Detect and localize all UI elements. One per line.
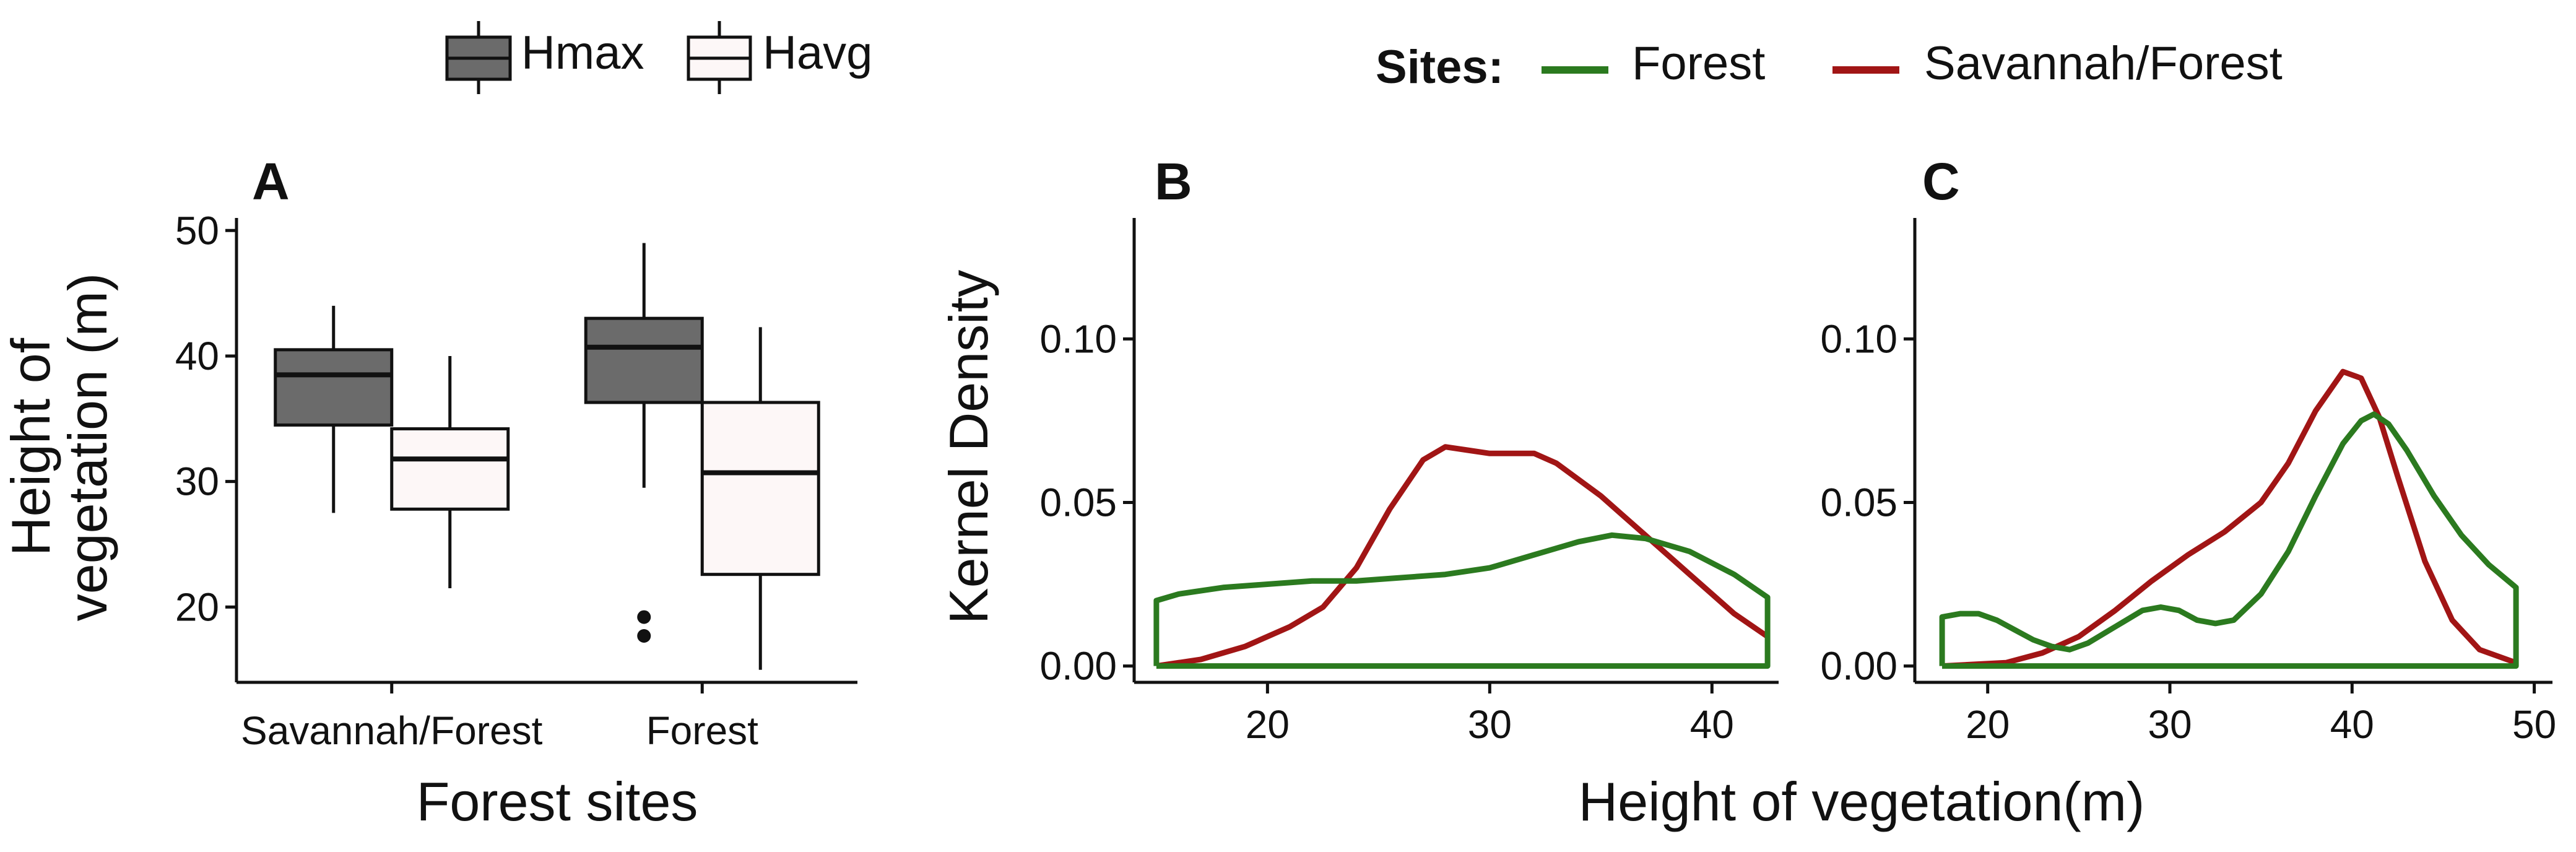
box-legend: Hmax Havg [445, 21, 872, 94]
panel-c-density-savannah-forest [1941, 368, 2517, 669]
panel-c-x-tick-label: 30 [2148, 702, 2192, 747]
panel-b-x-tick-label: 40 [1690, 702, 1734, 747]
panel-b-label: B [1155, 152, 1192, 211]
box-hmax-forest-outlier [637, 629, 651, 643]
panel-c-x-tick-label: 40 [2330, 702, 2374, 747]
legend-label-forest: Forest [1632, 37, 1765, 90]
sites-legend: Sites: Forest Savannah/Forest [1376, 37, 2283, 93]
box-havg-forest [700, 327, 820, 670]
panel-c-plot: 0.00 0.05 0.10 20 30 40 50 [1820, 218, 2556, 747]
panel-a-ylabel: Height of vegetation (m) [0, 273, 118, 621]
box-hmax-savannah-forest-iqr [274, 348, 394, 427]
panel-b-density-savannah-forest [1156, 444, 1769, 669]
panel-c-x-tick-label: 20 [1966, 702, 2010, 747]
panel-a-xlabel: Forest sites [417, 771, 698, 832]
panel-a-y-tick-label: 20 [175, 585, 219, 629]
box-havg-savannah-forest [390, 355, 510, 588]
box-hmax-forest [584, 243, 704, 643]
panel-b: B 0.00 0.05 0.10 20 30 40 Kernel Density [938, 152, 1779, 747]
legend-label-havg: Havg [763, 27, 872, 79]
panel-a-ylabel-line2: vegetation (m) [57, 273, 118, 621]
legend-key-havg [687, 21, 752, 94]
panel-a-x-tick-label: Forest [646, 708, 759, 753]
legend-key-hmax [445, 21, 512, 94]
legend-label-savannah-forest: Savannah/Forest [1924, 37, 2283, 90]
panel-b-y-tick-label: 0.05 [1039, 480, 1117, 525]
box-havg-forest-iqr [700, 401, 820, 576]
box-hmax-savannah-forest [274, 305, 394, 513]
panel-c-y-tick-label: 0.05 [1820, 480, 1897, 525]
panel-b-y-tick-label: 0.00 [1039, 644, 1117, 689]
box-hmax-forest-outlier [637, 610, 651, 624]
legend-label-hmax: Hmax [521, 27, 644, 79]
panel-b-y-tick-label: 0.10 [1039, 316, 1117, 361]
box-havg-savannah-forest-iqr [390, 427, 510, 511]
panel-c-y-tick-label: 0.00 [1820, 644, 1897, 689]
panel-b-ylabel: Kernel Density [938, 270, 999, 624]
panel-a-plot: 20 30 40 50 Savannah/Forest Forest [175, 208, 857, 753]
panel-a-ylabel-line1: Height of [0, 337, 61, 556]
shared-x-axis-title: Height of vegetation(m) [1579, 771, 2145, 832]
sites-legend-title: Sites: [1376, 41, 1504, 93]
panel-a-y-tick-label: 40 [175, 334, 219, 378]
panel-b-x-tick-label: 20 [1246, 702, 1290, 747]
panel-a-y-tick-label: 30 [175, 459, 219, 504]
panel-b-plot: 0.00 0.05 0.10 20 30 40 [1039, 218, 1779, 747]
panel-b-density-forest [1153, 532, 1771, 669]
panel-c-y-tick-label: 0.10 [1820, 316, 1897, 361]
panel-c-label: C [1922, 152, 1960, 211]
box-hmax-forest-iqr [584, 316, 704, 404]
panel-c: C 0.00 0.05 0.10 20 30 40 50 [1820, 152, 2556, 747]
panel-c-density-forest [1939, 411, 2519, 669]
panel-b-x-tick-label: 30 [1468, 702, 1512, 747]
panel-a-y-tick-label: 50 [175, 208, 219, 253]
panel-c-x-tick-label: 50 [2512, 702, 2556, 747]
panel-a-x-tick-label: Savannah/Forest [241, 708, 543, 753]
panel-a: A 20 30 40 50 Savannah/Forest Forest Height o… [0, 152, 857, 832]
panel-a-label: A [252, 152, 290, 211]
